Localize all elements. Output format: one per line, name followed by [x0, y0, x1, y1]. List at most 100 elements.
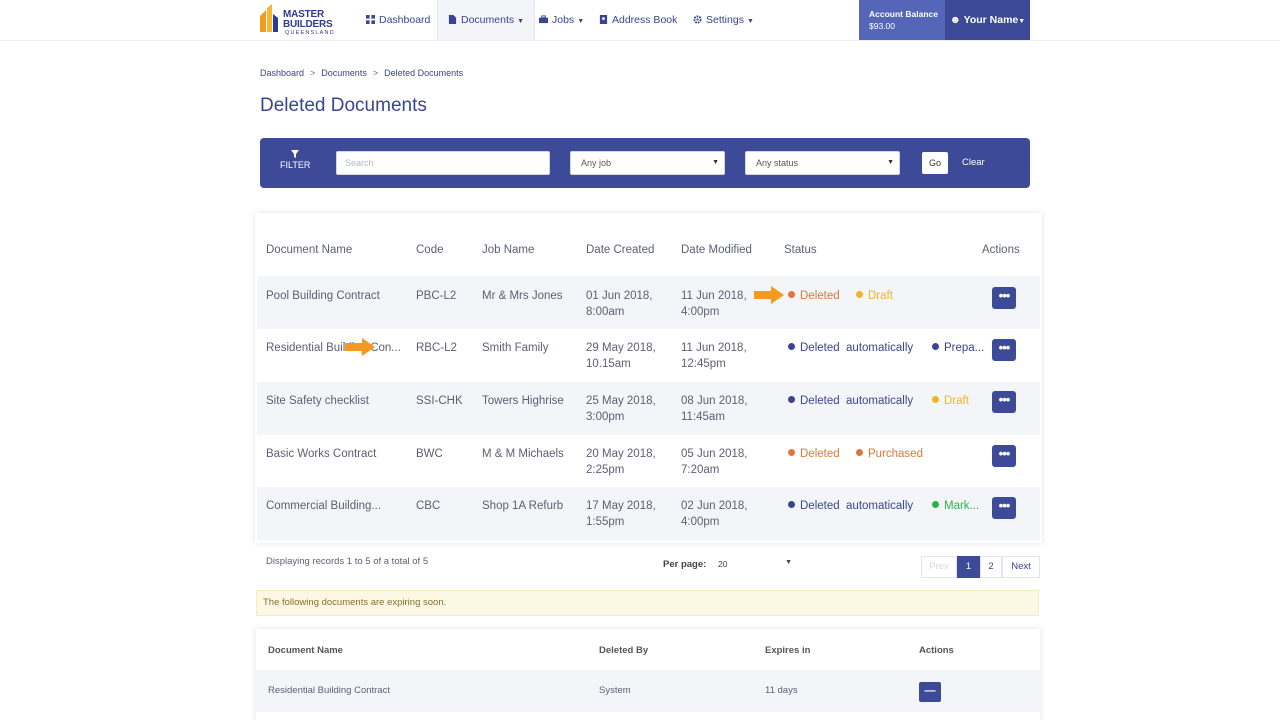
row5-actions-button[interactable]: •••: [992, 497, 1016, 519]
chevron-down-icon: ▼: [746, 18, 754, 25]
expiring-header-document-name[interactable]: Document Name: [268, 645, 343, 656]
row2-document-name[interactable]: Residential Building Con...: [266, 342, 401, 354]
job-select[interactable]: Any job ▼: [570, 151, 725, 175]
row3-date-modified: 08 Jun 2018, 11:45am: [681, 395, 748, 423]
row3-date-created: 25 May 2018, 3:00pm: [586, 395, 656, 423]
gear-icon: [693, 15, 702, 24]
header-status[interactable]: Status: [784, 244, 817, 256]
header-job-name[interactable]: Job Name: [482, 244, 535, 256]
breadcrumb-current: Deleted Documents: [384, 68, 464, 78]
status-select[interactable]: Any status ▼: [745, 151, 900, 175]
per-page-label: Per page:: [663, 559, 707, 570]
table-row[interactable]: [257, 382, 1040, 435]
breadcrumb-documents[interactable]: Documents: [321, 68, 367, 78]
row5-status-deleted-auto: Deleted automatically: [788, 498, 913, 514]
breadcrumb-dashboard[interactable]: Dashboard: [260, 68, 305, 78]
row2-actions-button[interactable]: •••: [992, 339, 1016, 361]
row4-status-purchased: Purchased: [856, 446, 923, 462]
breadcrumb: Dashboard > Documents > Deleted Documents: [260, 68, 464, 78]
expiring-actions-button[interactable]: —: [919, 682, 941, 702]
expiring-deleted-by: System: [599, 685, 631, 696]
page-title: Deleted Documents: [260, 95, 427, 116]
select-arrow-icon: ▼: [785, 559, 792, 566]
row2-status-prepared: Prepa...: [932, 340, 984, 356]
nav-address-book[interactable]: Address Book: [599, 0, 677, 40]
row1-document-name[interactable]: Pool Building Contract: [266, 290, 380, 302]
row4-document-name[interactable]: Basic Works Contract: [266, 448, 377, 460]
nav-jobs[interactable]: Jobs ▼: [539, 0, 584, 40]
table-row[interactable]: [257, 487, 1040, 540]
logo-subtext: QUEENSLAND: [285, 30, 335, 36]
chevron-down-icon: ▼: [1018, 18, 1026, 25]
address-book-icon: [599, 15, 608, 24]
document-icon: [448, 15, 457, 24]
row1-actions-button[interactable]: •••: [992, 287, 1016, 309]
pagination-prev[interactable]: Prev: [921, 556, 957, 578]
pointer-arrow-icon: [754, 286, 784, 304]
header-document-name[interactable]: Document Name: [266, 244, 353, 256]
header-date-modified[interactable]: Date Modified: [681, 244, 752, 256]
row4-date-modified: 05 Jun 2018, 7:20am: [681, 448, 748, 476]
expiring-notice: The following documents are expiring soo…: [256, 590, 1039, 616]
nav-documents[interactable]: Documents ▼: [437, 0, 536, 40]
pagination-next[interactable]: Next: [1002, 556, 1040, 578]
pagination-page-2[interactable]: 2: [980, 556, 1002, 578]
row5-job-name: Shop 1A Refurb: [482, 500, 564, 512]
header-actions: Actions: [982, 244, 1020, 256]
row1-date-created: 01 Jun 2018, 8:00am: [586, 290, 653, 318]
row3-status-deleted-auto: Deleted automatically: [788, 393, 913, 409]
row5-date-created: 17 May 2018, 1:55pm: [586, 500, 656, 528]
select-arrow-icon: ▼: [887, 159, 894, 166]
go-button[interactable]: Go: [922, 152, 948, 174]
row1-date-modified: 11 Jun 2018, 4:00pm: [681, 290, 747, 318]
chevron-down-icon: ▼: [577, 18, 585, 25]
row4-actions-button[interactable]: •••: [992, 445, 1016, 467]
search-input[interactable]: [336, 151, 550, 175]
per-page-select[interactable]: 20 ▼: [718, 559, 792, 569]
expiring-header-actions: Actions: [919, 645, 954, 656]
user-name: Your Name: [963, 14, 1019, 26]
header-date-created[interactable]: Date Created: [586, 244, 655, 256]
user-icon: ☻: [949, 14, 961, 26]
row1-code: PBC-L2: [416, 290, 457, 302]
account-balance-label: Account Balance: [869, 9, 938, 19]
row5-document-name[interactable]: Commercial Building...: [266, 500, 382, 512]
nav-dashboard[interactable]: Dashboard: [366, 0, 430, 40]
header-code[interactable]: Code: [416, 244, 444, 256]
row5-date-modified: 02 Jun 2018, 4:00pm: [681, 500, 748, 528]
row2-code: RBC-L2: [416, 342, 457, 354]
expiring-document-name[interactable]: Residential Building Contract: [268, 685, 390, 696]
filter-toggle[interactable]: FILTER: [280, 150, 310, 170]
select-arrow-icon: ▼: [712, 159, 719, 166]
table-row[interactable]: [257, 276, 1040, 329]
row4-status-deleted: Deleted: [788, 446, 840, 462]
filter-bar: FILTER Any job▼ Any status▼ Go Clear: [260, 138, 1030, 188]
top-navbar: MASTER BUILDERS QUEENSLAND Dashboard Doc…: [0, 0, 1280, 41]
row5-status-marked: Mark...: [932, 498, 979, 514]
row3-status-draft: Draft: [932, 393, 969, 409]
row1-status-draft: Draft: [856, 288, 893, 304]
chevron-down-icon: ▼: [517, 18, 525, 25]
row3-actions-button[interactable]: •••: [992, 391, 1016, 413]
row4-code: BWC: [416, 448, 443, 460]
master-builders-logo[interactable]: MASTER BUILDERS QUEENSLAND: [258, 4, 338, 36]
expiring-header-deleted-by[interactable]: Deleted By: [599, 645, 649, 656]
row2-date-modified: 11 Jun 2018, 12:45pm: [681, 342, 747, 370]
table-row[interactable]: [256, 670, 1040, 712]
pointer-arrow-icon: [345, 338, 375, 356]
row1-job-name: Mr & Mrs Jones: [482, 290, 563, 302]
row4-job-name: M & M Michaels: [482, 448, 564, 460]
logo-text: MASTER BUILDERS: [283, 9, 333, 30]
row2-date-created: 29 May 2018, 10.15am: [586, 342, 656, 370]
pagination-page-1[interactable]: 1: [957, 556, 980, 578]
expiring-header-expires-in[interactable]: Expires in: [765, 645, 811, 656]
row3-job-name: Towers Highrise: [482, 395, 564, 407]
briefcase-icon: [539, 15, 548, 24]
dashboard-icon: [366, 15, 375, 24]
row3-document-name[interactable]: Site Safety checklist: [266, 395, 369, 407]
account-balance-value: $93.00: [869, 21, 895, 31]
user-menu[interactable]: ☻ Your Name▼: [945, 0, 1030, 40]
clear-button[interactable]: Clear: [962, 157, 985, 168]
nav-settings[interactable]: Settings ▼: [693, 0, 754, 40]
account-balance[interactable]: Account Balance $93.00: [859, 0, 945, 40]
